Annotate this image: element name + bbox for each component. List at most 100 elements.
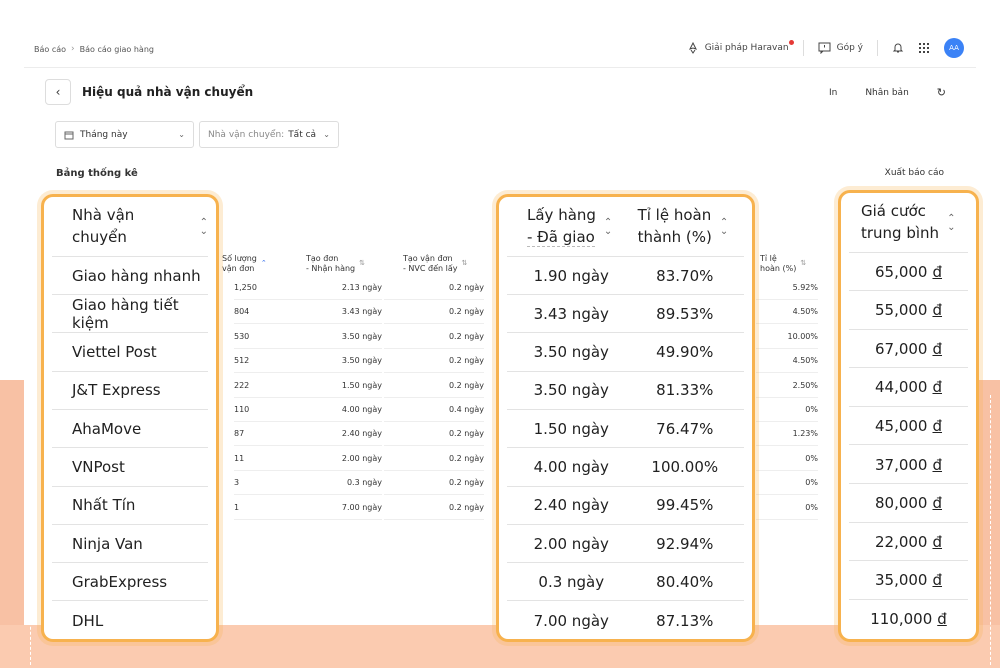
table-row[interactable]: 3.50 ngày 49.90%: [507, 334, 744, 372]
header-create-receive-l2: - Nhận hàng: [306, 264, 356, 273]
list-item[interactable]: 35,000 đ: [849, 562, 968, 600]
table-row[interactable]: 3.43 ngày 89.53%: [507, 295, 744, 334]
currency-symbol: đ: [932, 262, 943, 281]
solutions-link[interactable]: Giải pháp Haravan: [687, 40, 794, 54]
list-item[interactable]: 65,000 đ: [849, 253, 968, 291]
list-item[interactable]: 110,000 đ: [849, 600, 968, 638]
table-cell-return-rate: 0%: [756, 398, 818, 422]
chevron-right-icon: ›: [71, 44, 75, 54]
header-avg-fee[interactable]: Giá cước trung bình ⌃ ⌄: [849, 193, 968, 253]
list-item[interactable]: 22,000 đ: [849, 523, 968, 562]
carrier-name: Giao hàng tiết kiệm: [72, 295, 179, 332]
list-item[interactable]: 55,000 đ: [849, 292, 968, 330]
refresh-icon[interactable]: ↻: [936, 86, 946, 99]
table-cell-orders: 110: [234, 398, 294, 422]
sort-icon: ⇅: [461, 259, 468, 268]
header-return-rate[interactable]: Tỉ lệ hoàn (%) ⇅: [760, 241, 818, 287]
table-cell-return-rate: 4.50%: [756, 300, 818, 325]
highlight-avg-fee-column: Giá cước trung bình ⌃ ⌄ 65,000 đ 55,000 đ 67,0…: [838, 190, 979, 642]
table-cell-return-rate: 5.92%: [756, 276, 818, 300]
apps-grid-icon[interactable]: [918, 42, 930, 54]
carrier-name: Viettel Post: [72, 343, 157, 362]
list-item[interactable]: VNPost: [52, 449, 208, 487]
table-row[interactable]: 2.40 ngày 99.45%: [507, 487, 744, 525]
table-cell-create-pickup: 0.2 ngày: [384, 349, 484, 374]
pickup-deliver-value: 7.00 ngày: [533, 611, 609, 630]
feedback-link[interactable]: Góp ý: [818, 42, 863, 54]
avg-fee-value: 110,000: [870, 610, 933, 629]
header-orders[interactable]: Số lượng vận đơn ⌃: [222, 241, 284, 287]
print-button[interactable]: In: [828, 87, 838, 98]
table-cell-create-receive: 7.00 ngày: [294, 496, 382, 520]
list-item[interactable]: Viettel Post: [52, 334, 208, 372]
table-row[interactable]: 1.90 ngày 83.70%: [507, 257, 744, 295]
completion-value: 83.70%: [656, 266, 714, 285]
carrier-filter[interactable]: Nhà vận chuyển: Tất cả ⌄: [199, 121, 339, 148]
feedback-icon: [818, 42, 831, 54]
list-item[interactable]: 67,000 đ: [849, 330, 968, 369]
rocket-icon: [688, 42, 697, 54]
carrier-name: VNPost: [72, 458, 125, 476]
completion-value: 80.40%: [656, 572, 714, 591]
list-item[interactable]: AhaMove: [52, 410, 208, 449]
table-cell-create-receive: 2.00 ngày: [294, 447, 382, 471]
list-item[interactable]: 80,000 đ: [849, 485, 968, 523]
list-item[interactable]: Giao hàng tiết kiệm: [52, 295, 208, 334]
table-cell-orders: 804: [234, 300, 294, 325]
table-cell-return-rate: 1.23%: [756, 422, 818, 447]
pickup-deliver-value: 4.00 ngày: [533, 458, 609, 476]
list-item[interactable]: 45,000 đ: [849, 407, 968, 446]
table-row[interactable]: 2.00 ngày 92.94%: [507, 525, 744, 564]
export-button[interactable]: Xuất báo cáo: [884, 168, 944, 178]
completion-value: 89.53%: [656, 304, 714, 323]
header-create-receive[interactable]: Tạo đơn - Nhận hàng ⇅: [306, 241, 382, 287]
back-button[interactable]: ‹: [45, 79, 71, 105]
list-item[interactable]: Nhất Tín: [52, 487, 208, 525]
completion-value: 49.90%: [656, 343, 714, 362]
list-item[interactable]: DHL: [52, 602, 208, 640]
sort-icon: ⌃ ⌄: [199, 216, 208, 237]
header-create-pickup-l2: - NVC đến lấy: [403, 264, 458, 273]
date-filter[interactable]: Tháng này ⌄: [55, 121, 194, 148]
completion-value: 100.00%: [651, 458, 719, 476]
header-carrier-label: Nhà vận chuyển: [72, 205, 135, 246]
highlight-carrier-column: Nhà vận chuyển ⌃ ⌄ Giao hàng nhanh Giao hà…: [41, 194, 219, 642]
pickup-deliver-value: 1.90 ngày: [533, 266, 609, 285]
list-item[interactable]: 37,000 đ: [849, 446, 968, 484]
duplicate-button[interactable]: Nhân bản: [865, 87, 909, 98]
sort-icon: ⌃ ⌄: [947, 212, 956, 233]
list-item[interactable]: Giao hàng nhanh: [52, 257, 208, 295]
list-item[interactable]: Ninja Van: [52, 525, 208, 564]
table-row[interactable]: 3.50 ngày 81.33%: [507, 372, 744, 410]
header-pickup-deliver[interactable]: Lấy hàng - Đã giao ⌃ ⌄: [507, 205, 626, 249]
avg-fee-value: 45,000: [874, 416, 928, 435]
pickup-deliver-value: 3.43 ngày: [533, 304, 609, 323]
bell-icon[interactable]: [892, 42, 904, 54]
table-row[interactable]: 7.00 ngày 87.13%: [507, 602, 744, 640]
currency-symbol: đ: [932, 378, 943, 397]
header-completion[interactable]: Tỉ lệ hoàn thành (%) ⌃ ⌄: [626, 205, 744, 249]
header-avg-fee-l1: Giá cước: [861, 201, 926, 220]
avg-fee-value: 67,000: [874, 339, 928, 358]
highlight-duration-completion: Lấy hàng - Đã giao ⌃ ⌄ Tỉ lệ hoàn thành (%)…: [496, 194, 755, 642]
list-item[interactable]: GrabExpress: [52, 563, 208, 602]
list-item[interactable]: 44,000 đ: [849, 369, 968, 407]
feedback-label: Góp ý: [836, 43, 863, 53]
table-cell-create-receive: 3.43 ngày: [294, 300, 382, 325]
table-row[interactable]: 4.00 ngày 100.00%: [507, 449, 744, 487]
table-cell-return-rate: 2.50%: [756, 374, 818, 398]
header-create-pickup-l1: Tạo vận đơn: [403, 253, 453, 263]
sort-icon: ⌃: [260, 259, 267, 268]
back-arrow-icon: ‹: [55, 85, 61, 99]
currency-symbol: đ: [932, 301, 943, 320]
table-cell-create-receive: 3.50 ngày: [294, 325, 382, 349]
header-carrier[interactable]: Nhà vận chuyển ⌃ ⌄: [52, 197, 208, 257]
table-cell-orders: 11: [234, 447, 294, 471]
list-item[interactable]: J&T Express: [52, 372, 208, 410]
carrier-filter-label: Nhà vận chuyển:: [208, 129, 285, 140]
avatar[interactable]: AA: [944, 38, 964, 58]
table-row[interactable]: 1.50 ngày 76.47%: [507, 410, 744, 449]
breadcrumb-root[interactable]: Báo cáo: [34, 44, 67, 54]
header-create-pickup[interactable]: Tạo vận đơn - NVC đến lấy ⇅: [403, 241, 485, 287]
table-row[interactable]: 0.3 ngày 80.40%: [507, 563, 744, 602]
